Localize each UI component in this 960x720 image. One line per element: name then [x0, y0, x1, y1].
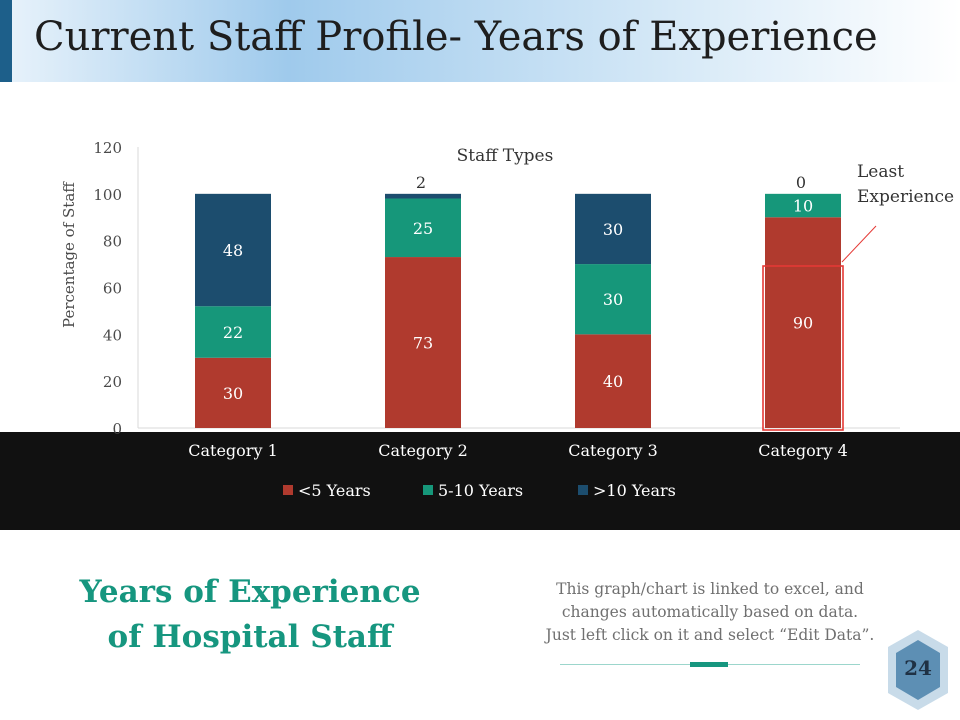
legend-swatch — [578, 485, 588, 495]
bar-segment[interactable] — [385, 198, 461, 258]
bar-segment[interactable] — [195, 193, 271, 307]
y-tick-label: 40 — [103, 326, 122, 344]
y-tick-label: 60 — [103, 280, 122, 298]
annotation-label-line1: Least — [857, 162, 904, 182]
legend-swatch — [283, 485, 293, 495]
bar-segment[interactable] — [765, 193, 841, 218]
data-label: 2 — [416, 173, 426, 192]
y-tick-label: 120 — [93, 139, 122, 157]
bar-segment[interactable] — [195, 306, 271, 358]
data-label: 48 — [223, 241, 243, 260]
y-tick-label: 20 — [103, 373, 122, 391]
highlight-box — [762, 265, 844, 431]
page-title: Current Staff Profile- Years of Experien… — [34, 14, 878, 60]
category-label: Category 4 — [758, 441, 848, 460]
data-label: 90 — [793, 314, 813, 333]
header-band — [0, 0, 960, 82]
chart-title: Staff Types — [457, 146, 554, 166]
data-label: 30 — [603, 220, 623, 239]
bar-segment[interactable] — [195, 357, 271, 428]
data-label: 30 — [603, 290, 623, 309]
legend-band — [0, 432, 960, 530]
category-label: Category 3 — [568, 441, 658, 460]
data-label: 0 — [796, 173, 806, 192]
legend-entry: >10 Years — [593, 481, 676, 500]
bar-segment[interactable] — [575, 264, 651, 335]
note-line3: Just left click on it and select “Edit D… — [545, 626, 875, 644]
bar-segment[interactable] — [575, 193, 651, 265]
legend-entry: 5-10 Years — [438, 481, 523, 500]
bar-segment[interactable] — [385, 193, 461, 199]
bar-segment[interactable] — [575, 334, 651, 428]
bar-segment[interactable] — [385, 257, 461, 428]
y-tick-label: 0 — [112, 420, 122, 438]
divider-accent — [690, 662, 728, 667]
y-tick-label: 100 — [93, 186, 122, 204]
data-label: 10 — [793, 197, 813, 216]
page-number: 24 — [904, 656, 932, 680]
data-label: 25 — [413, 219, 433, 238]
category-label: Category 2 — [378, 441, 468, 460]
hexagon-badge-icon — [888, 630, 948, 710]
y-tick-label: 80 — [103, 233, 122, 251]
y-axis-title: Percentage of Staff — [60, 181, 78, 328]
legend-swatch — [423, 485, 433, 495]
data-label: 40 — [603, 372, 623, 391]
data-label: 73 — [413, 334, 433, 353]
annotation-label-line2: Experience — [857, 187, 954, 207]
section-heading: Years of Experience of Hospital Staff — [50, 570, 450, 660]
data-label: 22 — [223, 323, 243, 342]
edit-data-note: This graph/chart is linked to excel, and… — [530, 578, 890, 647]
note-line1: This graph/chart is linked to excel, and — [556, 580, 864, 598]
legend-entry: <5 Years — [298, 481, 371, 500]
data-label: 30 — [223, 384, 243, 403]
category-label: Category 1 — [188, 441, 278, 460]
section-heading-line1: Years of Experience — [79, 574, 421, 610]
note-line2: changes automatically based on data. — [561, 603, 859, 621]
bar-segment[interactable] — [765, 217, 841, 428]
header-accent-bar — [0, 0, 12, 82]
annotation-leader-line — [841, 225, 877, 263]
section-heading-line2: of Hospital Staff — [107, 619, 393, 655]
